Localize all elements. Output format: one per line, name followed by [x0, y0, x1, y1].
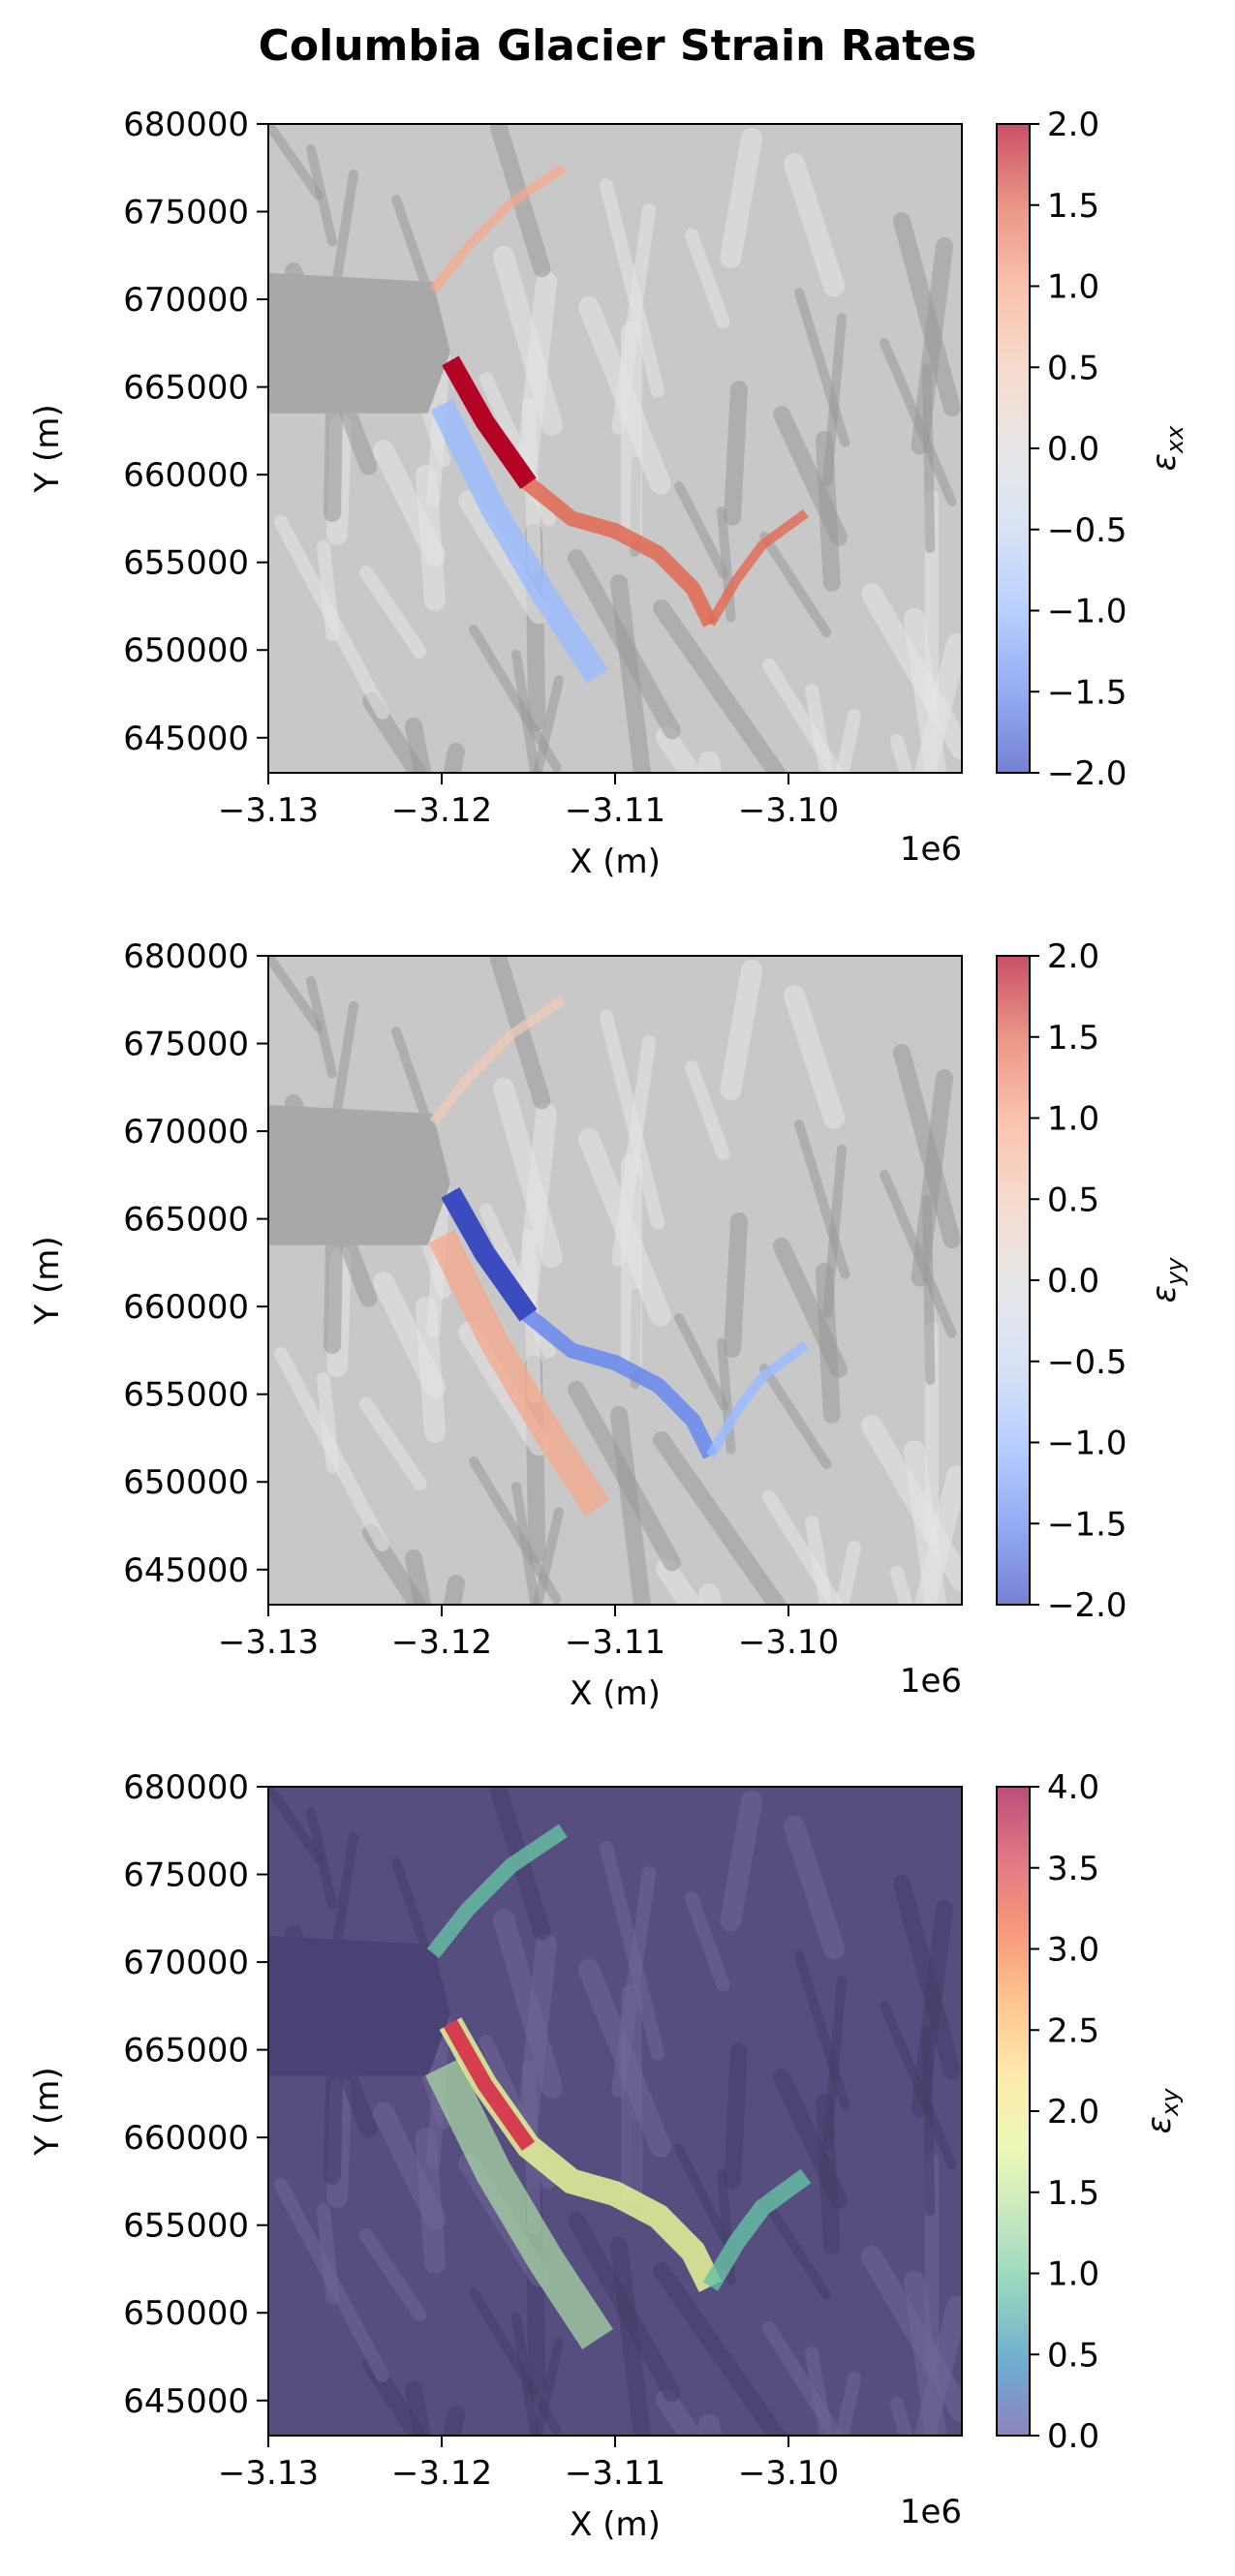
x-offset-text: 1e6: [900, 1662, 962, 1701]
y-tick-label: 680000: [123, 106, 249, 144]
colorbar: [996, 955, 1031, 1606]
strain-overlay: [424, 1824, 812, 2349]
y-tick-label: 665000: [123, 1201, 249, 1240]
y-tick-label: 655000: [123, 2207, 249, 2246]
y-tick-label: 680000: [123, 937, 249, 976]
colorbar-tick-label: 0.5: [1047, 349, 1099, 387]
colorbar-tick-label: 0.0: [1047, 2417, 1099, 2456]
y-tick-label: 645000: [123, 2382, 249, 2421]
y-tick-label: 655000: [123, 544, 249, 583]
y-axis-label: Y (m): [28, 2067, 67, 2156]
colorbar-tick-label: 1.0: [1047, 1100, 1099, 1139]
y-tick-label: 670000: [123, 1944, 249, 1982]
colorbar-tick-label: −0.5: [1047, 1343, 1127, 1382]
colorbar-tick-label: −2.0: [1047, 1586, 1127, 1625]
y-tick-label: 645000: [123, 720, 249, 758]
x-tick-label: −3.12: [391, 1623, 492, 1662]
hillshade-background: [268, 124, 962, 773]
colorbar-label: εyy: [1145, 1257, 1189, 1303]
y-tick-label: 665000: [123, 369, 249, 408]
colorbar-tick-label: −0.5: [1047, 511, 1127, 550]
colorbar-tick-label: −1.5: [1047, 673, 1127, 712]
colorbar-tick-label: 2.0: [1047, 106, 1099, 144]
y-tick-label: 670000: [123, 1113, 249, 1151]
y-tick-label: 665000: [123, 2032, 249, 2070]
x-tick-label: −3.13: [218, 791, 319, 830]
y-axis-label: Y (m): [28, 404, 67, 493]
colorbar-label: εxx: [1145, 425, 1189, 472]
colorbar-tick-label: 3.0: [1047, 1931, 1099, 1970]
panel-eyy: −3.13 −3.12 −3.11 −3.10 1e6 X (m) 645000 650000…: [28, 937, 1189, 1713]
y-tick-label: 660000: [123, 1288, 249, 1327]
x-offset-text: 1e6: [900, 2493, 962, 2531]
colorbar-tick-label: 2.0: [1047, 2093, 1099, 2131]
y-tick-label: 660000: [123, 456, 249, 495]
y-tick-label: 670000: [123, 281, 249, 320]
colorbar-tick-label: −1.5: [1047, 1505, 1127, 1544]
colorbar-tick-label: 1.5: [1047, 2174, 1099, 2213]
hillshade-background: [268, 1787, 962, 2436]
colorbar-tick-label: 1.0: [1047, 2255, 1099, 2294]
colorbar-tick-label: 0.5: [1047, 2336, 1099, 2375]
colorbar-tick-label: 0.0: [1047, 430, 1099, 469]
y-axis-label: Y (m): [28, 1236, 67, 1325]
x-tick-label: −3.12: [391, 791, 492, 830]
colorbar-tick-label: −2.0: [1047, 754, 1127, 793]
colorbar-tick-label: −1.0: [1047, 593, 1127, 631]
colorbar-tick-label: 1.0: [1047, 268, 1099, 307]
y-tick-label: 655000: [123, 1376, 249, 1415]
colorbar-tick-label: 4.0: [1047, 1768, 1099, 1807]
colorbar-label: εxy: [1140, 2088, 1184, 2134]
fjord-area: [268, 1104, 450, 1245]
x-axis-label: X (m): [570, 2505, 661, 2544]
x-tick-label: −3.13: [218, 2454, 319, 2493]
colorbar-tick-label: −1.0: [1047, 1425, 1127, 1463]
y-tick-label: 650000: [123, 2294, 249, 2333]
colorbar-tick-label: 1.5: [1047, 1019, 1099, 1058]
x-tick-label: −3.11: [565, 2454, 665, 2493]
x-tick-label: −3.10: [738, 1623, 839, 1662]
fjord-area: [268, 1935, 450, 2076]
x-tick-label: −3.11: [565, 1623, 665, 1662]
x-tick-label: −3.13: [218, 1623, 319, 1662]
y-tick-label: 650000: [123, 1463, 249, 1502]
y-tick-label: 675000: [123, 1856, 249, 1895]
colorbar-tick-label: 0.5: [1047, 1181, 1099, 1219]
x-tick-label: −3.10: [738, 791, 839, 830]
x-tick-label: −3.10: [738, 2454, 839, 2493]
strain-overlay: [428, 996, 809, 1517]
y-tick-label: 680000: [123, 1768, 249, 1807]
y-tick-label: 675000: [123, 194, 249, 232]
colorbar-tick-label: 2.0: [1047, 937, 1099, 976]
colorbar-tick-label: 3.5: [1047, 1850, 1099, 1888]
hillshade-background: [268, 956, 962, 1605]
fjord-area: [268, 272, 450, 414]
panel-exx: −3.13 −3.12 −3.11 −3.10 1e6 X (m) 645000 650000…: [28, 106, 1189, 881]
panel-exy: −3.13 −3.12 −3.11 −3.10 1e6 X (m) 645000 650000…: [28, 1768, 1184, 2544]
x-offset-text: 1e6: [900, 830, 962, 869]
colorbar-tick-label: 1.5: [1047, 187, 1099, 226]
figure-title: Columbia Glacier Strain Rates: [258, 21, 977, 71]
x-tick-label: −3.11: [565, 791, 665, 830]
y-tick-label: 660000: [123, 2119, 249, 2158]
x-axis-label: X (m): [570, 843, 661, 881]
y-tick-label: 650000: [123, 631, 249, 670]
x-axis-label: X (m): [570, 1674, 661, 1713]
colorbar: [996, 1786, 1031, 2437]
colorbar: [996, 123, 1031, 774]
colorbar-tick-label: 0.0: [1047, 1262, 1099, 1301]
y-tick-label: 645000: [123, 1551, 249, 1590]
strain-overlay: [429, 164, 809, 684]
y-tick-label: 675000: [123, 1026, 249, 1064]
x-tick-label: −3.12: [391, 2454, 492, 2493]
colorbar-tick-label: 2.5: [1047, 2011, 1099, 2050]
